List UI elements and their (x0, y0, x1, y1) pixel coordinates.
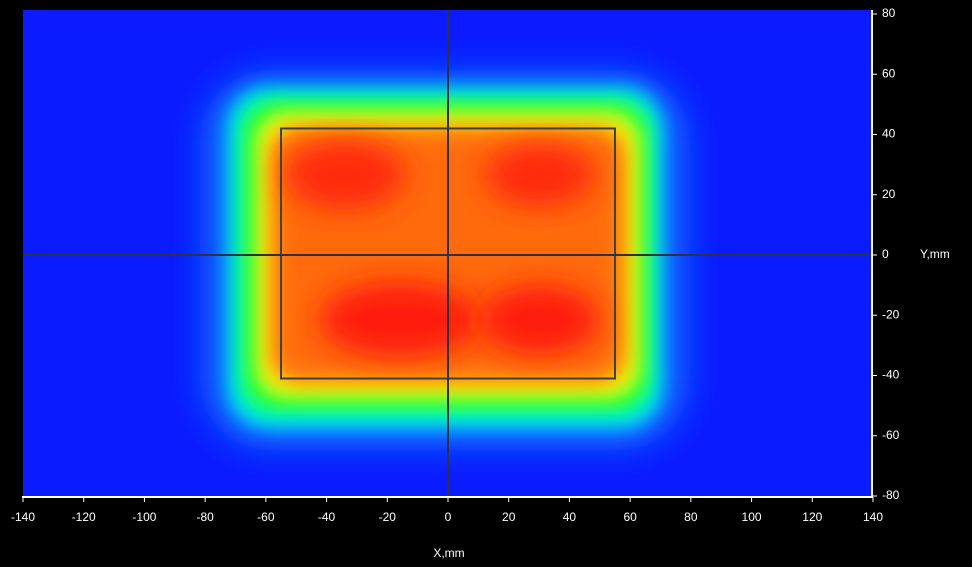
y-tick-label: -40 (882, 368, 900, 382)
x-tick-label: -60 (257, 510, 275, 524)
x-tick-label: -100 (132, 510, 156, 524)
y-tick-label: 20 (882, 187, 896, 201)
y-tick-label: -60 (882, 428, 900, 442)
x-tick-label: 0 (445, 510, 452, 524)
y-tick-label: -80 (882, 488, 900, 502)
x-tick-label: 100 (742, 510, 762, 524)
x-tick-label: -140 (11, 510, 35, 524)
x-tick-label: 20 (502, 510, 516, 524)
x-tick-label: 80 (684, 510, 698, 524)
x-tick-label: -120 (72, 510, 96, 524)
x-tick-label: -40 (318, 510, 336, 524)
y-tick-label: 0 (882, 247, 889, 261)
y-tick-label: -20 (882, 307, 900, 321)
x-tick-label: 140 (863, 510, 883, 524)
x-axis-label: X,mm (433, 546, 464, 560)
x-tick-label: -80 (196, 510, 214, 524)
x-tick-label: 120 (802, 510, 822, 524)
y-tick-label: 40 (882, 127, 896, 141)
y-tick-label: 60 (882, 66, 896, 80)
x-tick-label: -20 (379, 510, 397, 524)
y-tick-label: 80 (882, 6, 896, 20)
x-tick-label: 60 (623, 510, 637, 524)
x-tick-label: 40 (563, 510, 577, 524)
y-axis-label: Y,mm (920, 247, 950, 261)
